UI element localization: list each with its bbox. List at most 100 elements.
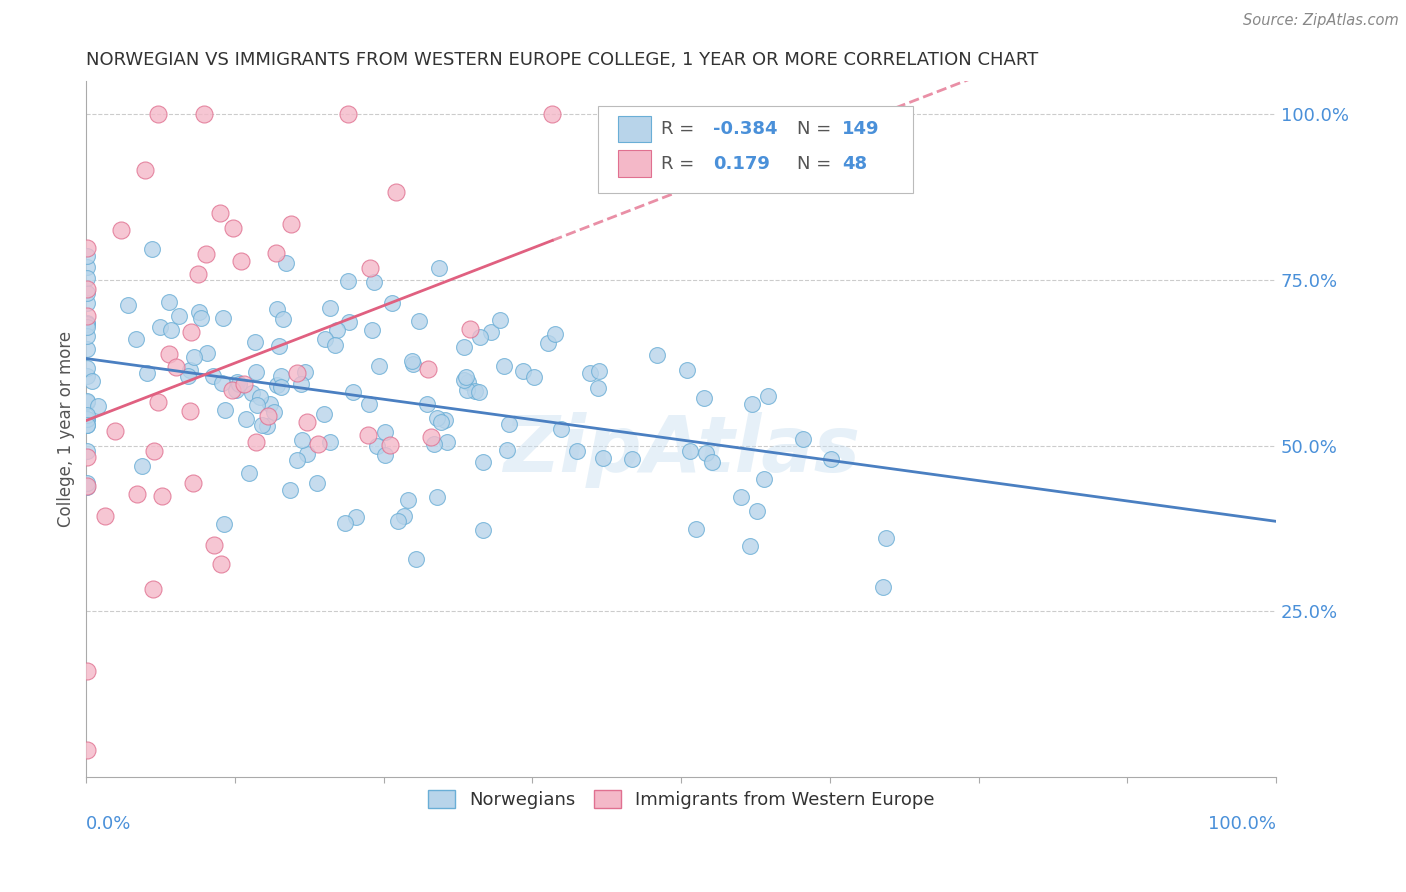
Point bbox=[76, 418, 98, 433]
Point bbox=[180, 325, 202, 339]
Point bbox=[221, 383, 243, 397]
Point bbox=[295, 446, 318, 460]
Point bbox=[433, 413, 456, 427]
Point bbox=[125, 332, 148, 346]
Point bbox=[177, 368, 200, 383]
Point bbox=[745, 504, 768, 518]
Text: 0.179: 0.179 bbox=[713, 154, 770, 172]
Point bbox=[361, 323, 384, 337]
Point bbox=[259, 397, 281, 411]
Point bbox=[76, 343, 98, 357]
Point bbox=[872, 580, 894, 594]
Point bbox=[523, 370, 546, 384]
Point bbox=[285, 366, 308, 380]
Point bbox=[256, 418, 278, 433]
Point bbox=[110, 222, 132, 236]
Point bbox=[380, 295, 402, 310]
Point bbox=[336, 274, 359, 288]
Point bbox=[579, 367, 602, 381]
Point bbox=[245, 365, 267, 379]
Point bbox=[418, 362, 440, 376]
Point bbox=[194, 247, 217, 261]
Point bbox=[271, 312, 294, 326]
Point bbox=[741, 396, 763, 410]
Point bbox=[730, 490, 752, 504]
Point bbox=[467, 385, 489, 400]
Point bbox=[160, 323, 183, 337]
Point bbox=[76, 286, 98, 301]
Point bbox=[146, 107, 169, 121]
Point bbox=[336, 107, 359, 121]
Point bbox=[76, 479, 98, 493]
Point bbox=[685, 522, 707, 536]
Point bbox=[374, 448, 396, 462]
Point bbox=[193, 107, 215, 121]
Point bbox=[323, 338, 346, 352]
Point bbox=[201, 368, 224, 383]
Point bbox=[76, 316, 98, 330]
Point bbox=[76, 412, 98, 426]
Point bbox=[190, 310, 212, 325]
Point bbox=[76, 411, 98, 425]
Point bbox=[385, 186, 408, 200]
Point bbox=[76, 444, 98, 458]
Point bbox=[405, 552, 427, 566]
Point bbox=[76, 409, 98, 423]
Point bbox=[357, 427, 380, 442]
Point bbox=[378, 438, 401, 452]
Point bbox=[319, 301, 342, 315]
Point bbox=[314, 332, 336, 346]
Point bbox=[76, 369, 98, 384]
Point bbox=[76, 260, 98, 275]
Point bbox=[357, 397, 380, 411]
Point bbox=[76, 395, 98, 409]
Point bbox=[326, 323, 349, 337]
Legend: Norwegians, Immigrants from Western Europe: Norwegians, Immigrants from Western Euro… bbox=[420, 782, 942, 816]
Point bbox=[420, 430, 443, 444]
Point bbox=[141, 242, 163, 256]
Point bbox=[179, 404, 201, 418]
Point bbox=[150, 489, 173, 503]
Text: R =: R = bbox=[661, 154, 700, 172]
Text: 149: 149 bbox=[842, 120, 879, 138]
Point bbox=[76, 319, 98, 334]
Point bbox=[291, 434, 314, 448]
Point bbox=[498, 417, 520, 431]
Point bbox=[246, 398, 269, 412]
Point bbox=[430, 415, 453, 429]
Y-axis label: College, 1 year or more: College, 1 year or more bbox=[58, 331, 75, 527]
Point bbox=[453, 373, 475, 387]
Point bbox=[243, 334, 266, 349]
Point bbox=[401, 353, 423, 368]
Point bbox=[496, 442, 519, 457]
Point bbox=[76, 329, 98, 343]
FancyBboxPatch shape bbox=[619, 151, 651, 177]
Point bbox=[423, 437, 446, 451]
Point bbox=[209, 558, 232, 572]
Point bbox=[586, 380, 609, 394]
Point bbox=[264, 246, 287, 260]
Point bbox=[228, 377, 250, 392]
FancyBboxPatch shape bbox=[598, 105, 912, 193]
Point bbox=[756, 389, 779, 403]
Point bbox=[537, 335, 560, 350]
Text: -0.384: -0.384 bbox=[713, 120, 778, 138]
Text: 100.0%: 100.0% bbox=[1208, 815, 1277, 833]
Point bbox=[679, 443, 702, 458]
Point bbox=[104, 424, 127, 438]
Point bbox=[287, 453, 309, 467]
Point bbox=[76, 317, 98, 331]
Point bbox=[270, 369, 292, 384]
Point bbox=[131, 458, 153, 473]
Point bbox=[464, 384, 486, 398]
Point bbox=[87, 400, 110, 414]
Point bbox=[274, 256, 297, 270]
Point bbox=[225, 383, 247, 397]
Point bbox=[263, 404, 285, 418]
Point bbox=[266, 301, 288, 316]
Point bbox=[588, 364, 610, 378]
Point bbox=[188, 305, 211, 319]
Point bbox=[76, 249, 98, 263]
Point bbox=[479, 325, 502, 339]
Point bbox=[416, 397, 439, 411]
